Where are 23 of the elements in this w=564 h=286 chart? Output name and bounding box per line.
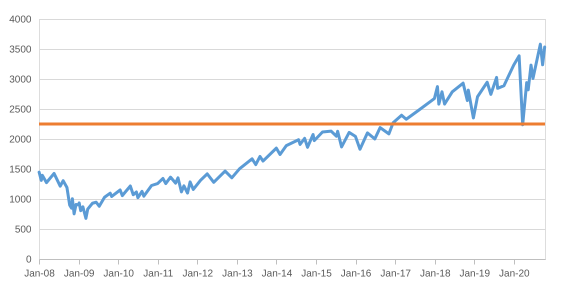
y-tick-label: 3000 [9,74,32,86]
y-tick-label: 500 [14,224,32,236]
y-tick-label: 0 [26,254,32,266]
x-tick-label: Jan-14 [262,268,293,280]
x-tick-label: Jan-18 [420,268,451,280]
y-tick-label: 2000 [9,134,32,146]
x-tick-label: Jan-17 [380,268,412,280]
line-series [38,42,546,220]
x-tick-label: Jan-19 [459,268,490,280]
x-tick-label: Jan-15 [301,268,332,280]
y-tick-label: 1500 [9,164,32,176]
x-tick-label: Jan-09 [64,268,95,280]
x-tick-label: Jan-12 [182,268,214,280]
y-tick-label: 2500 [9,104,32,116]
x-tick-label: Jan-11 [143,268,174,280]
x-tick-label: Jan-08 [24,268,56,280]
y-tick-label: 3500 [9,44,32,56]
x-tick-label: Jan-10 [103,268,134,280]
y-tick-label: 1000 [9,194,32,206]
x-tick-label: Jan-13 [222,268,254,280]
x-tick-label: Jan-20 [499,268,530,280]
x-tick-label: Jan-16 [340,268,372,280]
y-tick-label: 4000 [9,14,32,26]
